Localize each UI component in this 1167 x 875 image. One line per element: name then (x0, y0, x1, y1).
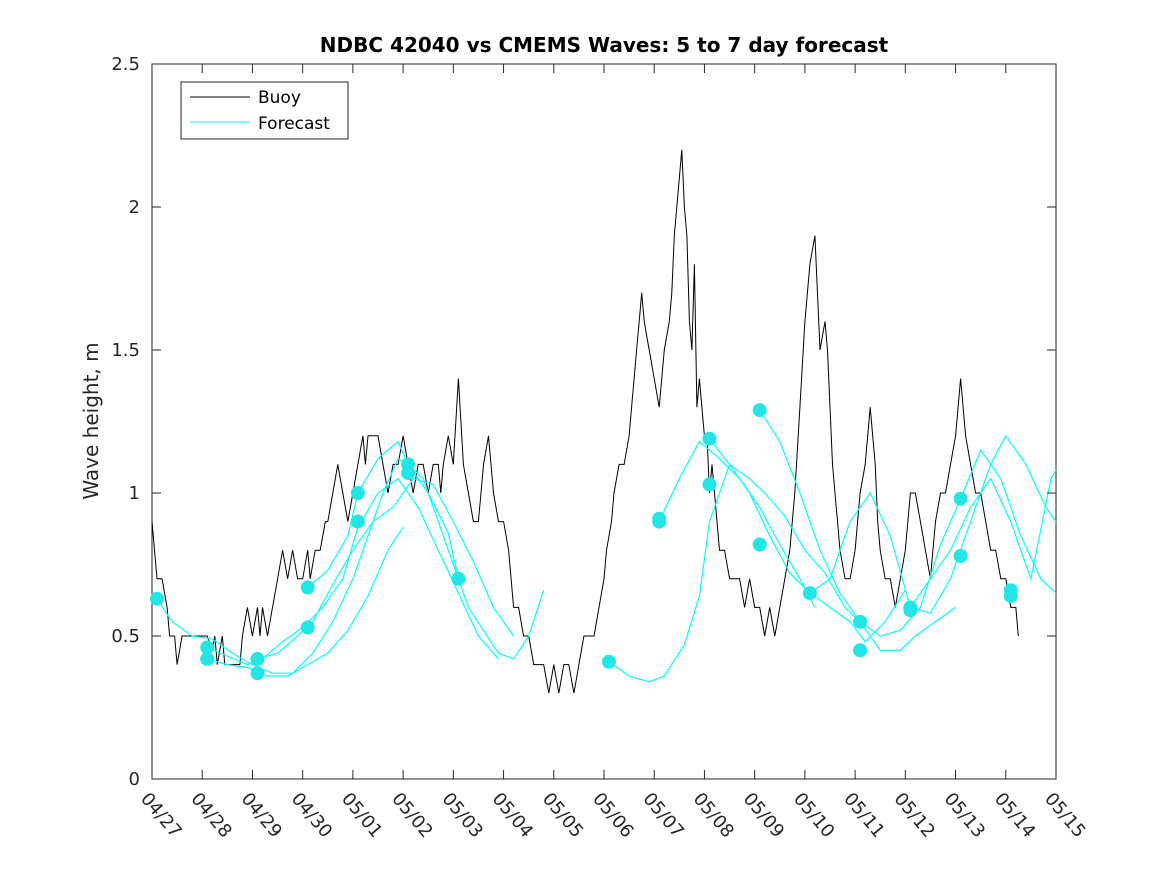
forecast-marker (802, 586, 817, 601)
forecast-series-line-11 (909, 469, 1057, 608)
forecast-marker (953, 548, 968, 563)
legend: Buoy Forecast (180, 81, 349, 140)
forecast-marker (702, 477, 717, 492)
plot-area (150, 63, 1057, 780)
forecast-marker (853, 643, 868, 658)
y-tick-label: 2.5 (111, 54, 140, 75)
forecast-marker (300, 580, 315, 595)
legend-forecast-label: Forecast (258, 114, 330, 134)
forecast-series-line-1 (207, 526, 404, 677)
legend-buoy-label: Buoy (258, 88, 301, 108)
forecast-series-line-0 (156, 457, 545, 674)
y-axis-label: Wave height, m (79, 342, 103, 499)
marker-layer (150, 403, 1018, 681)
forecast-marker (752, 403, 767, 418)
forecast-marker (702, 431, 717, 446)
forecast-marker (903, 603, 918, 618)
axes-box (151, 63, 1057, 780)
y-tick-labels: 0 0.5 1 1.5 2 2.5 (111, 54, 140, 790)
forecast-marker (350, 486, 365, 500)
forecast-marker (350, 514, 365, 529)
y-tick-label: 0 (129, 769, 140, 790)
y-tick-label: 0.5 (111, 626, 140, 647)
forecast-marker (300, 620, 315, 635)
forecast-marker (150, 591, 164, 606)
forecast-marker (401, 466, 416, 480)
forecast-marker (652, 511, 667, 526)
forecast-marker (200, 640, 215, 655)
legend-box (180, 81, 349, 140)
forecast-marker (752, 537, 767, 552)
tick-layer (151, 63, 1057, 780)
forecast-marker (602, 654, 616, 669)
forecast-series-line-3 (257, 478, 515, 660)
forecast-series-line-9 (809, 434, 1057, 614)
buoy-series-line (151, 149, 1019, 694)
forecast-series-line-4 (307, 440, 459, 588)
forecast-marker (250, 666, 265, 681)
forecast-marker (853, 614, 868, 629)
chart-title: NDBC 42040 vs CMEMS Waves: 5 to 7 day fo… (320, 33, 889, 57)
forecast-marker (451, 571, 466, 586)
forecast-marker (1003, 589, 1018, 603)
forecast-marker (250, 651, 265, 666)
forecast-marker (953, 491, 968, 506)
y-tick-label: 1.5 (111, 340, 140, 361)
y-tick-label: 1 (129, 483, 140, 504)
y-tick-label: 2 (129, 197, 140, 218)
